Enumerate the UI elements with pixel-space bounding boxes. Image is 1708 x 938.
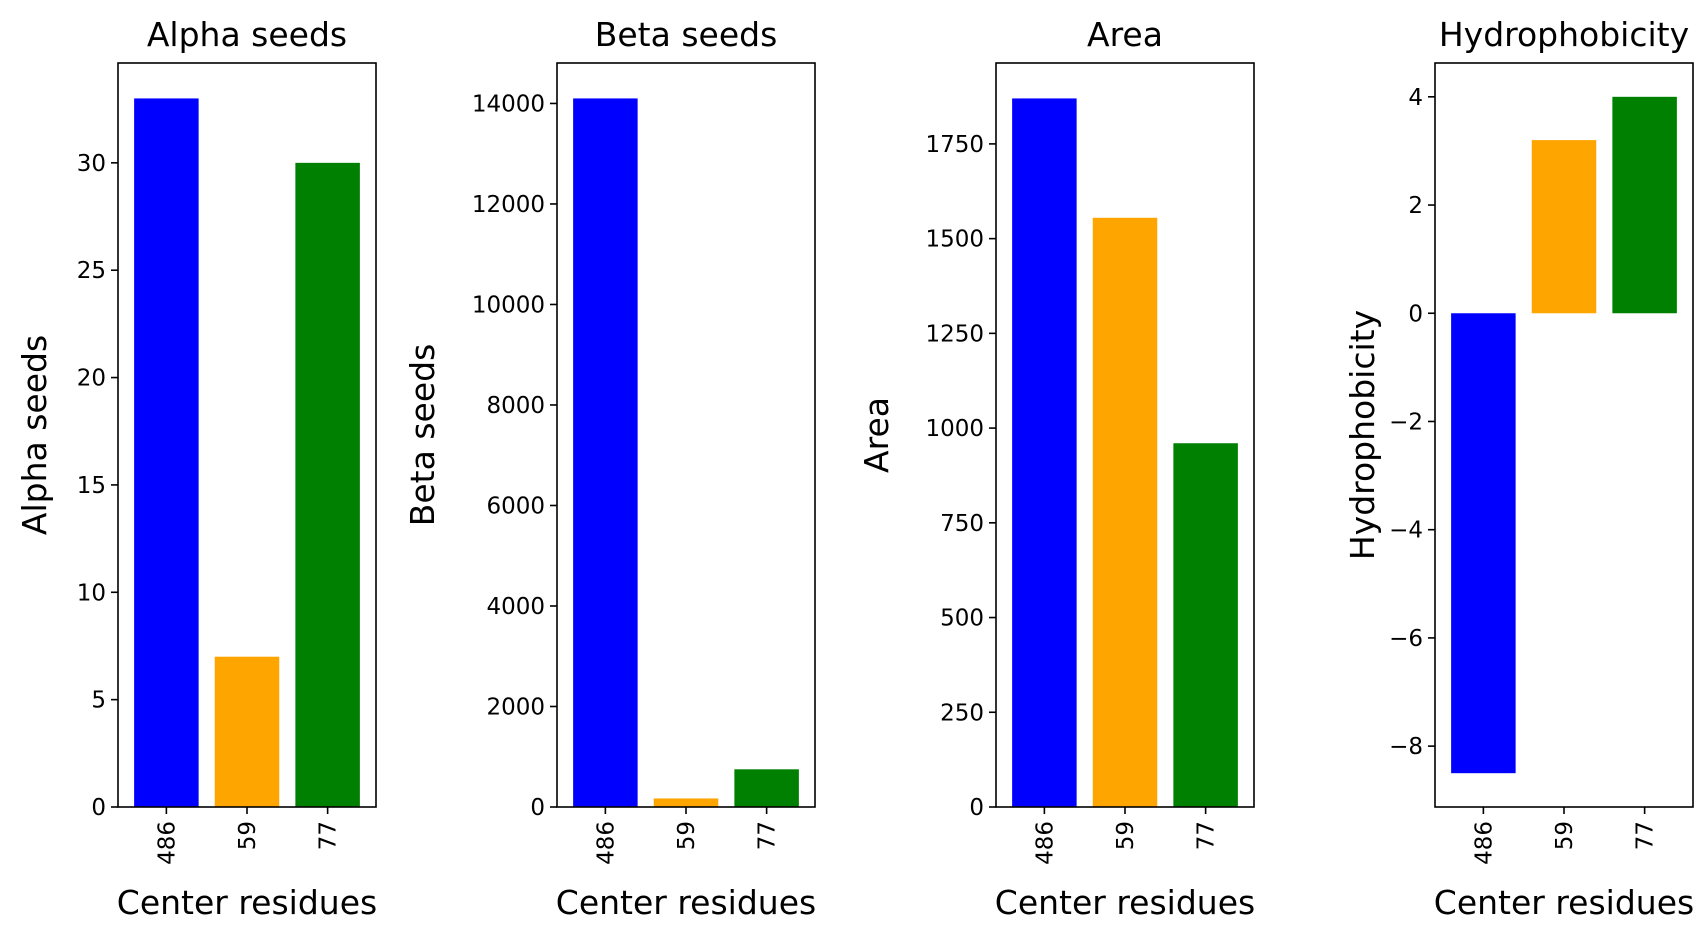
axes-frame bbox=[117, 62, 377, 808]
x-tick-label: 486 bbox=[593, 821, 619, 865]
bar-486 bbox=[573, 98, 638, 807]
y-tick-label: 30 bbox=[77, 151, 106, 177]
y-tick-label: 0 bbox=[969, 795, 984, 821]
y-axis-label: Hydrophobicity bbox=[1343, 310, 1382, 560]
y-tick-label: −4 bbox=[1389, 518, 1423, 544]
x-tick-label: 77 bbox=[316, 821, 342, 850]
x-tick-label: 59 bbox=[235, 821, 261, 850]
x-tick-label: 59 bbox=[1113, 821, 1139, 850]
bar-77 bbox=[734, 769, 799, 807]
x-tick-label: 59 bbox=[674, 821, 700, 850]
y-tick-label: 4000 bbox=[486, 594, 545, 620]
x-tick-label: 486 bbox=[154, 821, 180, 865]
x-axis-label: Center residues bbox=[117, 883, 377, 922]
y-tick-label: 15 bbox=[77, 473, 106, 499]
y-tick-label: 1750 bbox=[925, 132, 984, 158]
y-tick-label: 12000 bbox=[472, 192, 545, 218]
subplot-title: Alpha seeds bbox=[147, 15, 347, 54]
y-tick-label: 1500 bbox=[925, 227, 984, 253]
x-tick-label: 77 bbox=[1194, 821, 1220, 850]
y-tick-label: 10 bbox=[77, 580, 106, 606]
subplot-hydrophobicity: Hydrophobicity Hydrophobicity Center res… bbox=[1343, 15, 1694, 922]
bar-59 bbox=[214, 656, 280, 807]
y-tick-label: 4 bbox=[1408, 85, 1423, 111]
subplot-title: Hydrophobicity bbox=[1439, 15, 1689, 54]
x-tick-label: 77 bbox=[1633, 821, 1659, 850]
bar-486 bbox=[1451, 313, 1516, 774]
y-tick-label: 500 bbox=[940, 606, 984, 632]
x-tick-label: 59 bbox=[1552, 821, 1578, 850]
y-tick-label: 250 bbox=[940, 700, 984, 726]
y-tick-label: 750 bbox=[940, 511, 984, 537]
y-tick-label: 5 bbox=[91, 688, 106, 714]
subplot-alpha-seeds: Alpha seeds Alpha seeds Center residues … bbox=[15, 15, 377, 922]
subplot-title: Beta seeds bbox=[595, 15, 778, 54]
bar-59 bbox=[1531, 140, 1597, 314]
y-tick-label: 10000 bbox=[472, 292, 545, 318]
y-tick-label: −8 bbox=[1389, 734, 1423, 760]
x-tick-label: 486 bbox=[1032, 821, 1058, 865]
y-tick-label: 1250 bbox=[925, 321, 984, 347]
y-tick-label: 1000 bbox=[925, 416, 984, 442]
axes-frame bbox=[556, 62, 816, 808]
y-tick-label: 0 bbox=[1408, 301, 1423, 327]
y-tick-label: −2 bbox=[1389, 409, 1423, 435]
y-tick-label: 8000 bbox=[486, 393, 545, 419]
axes-frame bbox=[995, 62, 1255, 808]
y-axis-label: Beta seeds bbox=[403, 344, 442, 527]
x-tick-label: 77 bbox=[755, 821, 781, 850]
x-tick-label: 486 bbox=[1471, 821, 1497, 865]
bar-77 bbox=[1612, 96, 1677, 314]
bar-486 bbox=[1012, 98, 1077, 807]
subplot-beta-seeds: Beta seeds Beta seeds Center residues 0 2… bbox=[403, 15, 816, 922]
bar-77 bbox=[295, 162, 360, 807]
y-tick-label: 25 bbox=[77, 258, 106, 284]
y-axis-label: Area bbox=[857, 397, 896, 473]
y-tick-label: 6000 bbox=[486, 493, 545, 519]
y-axis-label: Alpha seeds bbox=[15, 335, 54, 535]
subplot-area: Area Area Center residues 0 250 500 750 1000… bbox=[857, 15, 1255, 922]
x-axis-label: Center residues bbox=[556, 883, 816, 922]
y-tick-label: 2000 bbox=[486, 694, 545, 720]
y-tick-label: 0 bbox=[91, 795, 106, 821]
bar-486 bbox=[134, 98, 199, 807]
bar-59 bbox=[653, 798, 719, 807]
y-tick-label: 14000 bbox=[472, 91, 545, 117]
x-axis-label: Center residues bbox=[995, 883, 1255, 922]
x-axis-label: Center residues bbox=[1434, 883, 1694, 922]
bar-59 bbox=[1092, 217, 1158, 807]
y-tick-label: 2 bbox=[1408, 193, 1423, 219]
axes-frame bbox=[1434, 62, 1694, 808]
bar-77 bbox=[1173, 443, 1238, 807]
subplot-title: Area bbox=[1087, 15, 1163, 54]
y-tick-label: 0 bbox=[530, 795, 545, 821]
y-tick-label: −6 bbox=[1389, 626, 1423, 652]
y-tick-label: 20 bbox=[77, 366, 106, 392]
